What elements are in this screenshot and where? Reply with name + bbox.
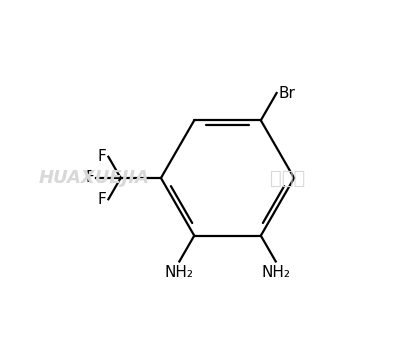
Text: F: F (98, 149, 107, 164)
Text: Br: Br (279, 85, 295, 100)
Text: HUAXUEJIA: HUAXUEJIA (38, 169, 149, 187)
Text: F: F (98, 192, 107, 207)
Text: NH₂: NH₂ (261, 265, 290, 280)
Text: 化学加: 化学加 (270, 168, 305, 188)
Text: NH₂: NH₂ (165, 265, 194, 280)
Text: F: F (86, 171, 95, 185)
